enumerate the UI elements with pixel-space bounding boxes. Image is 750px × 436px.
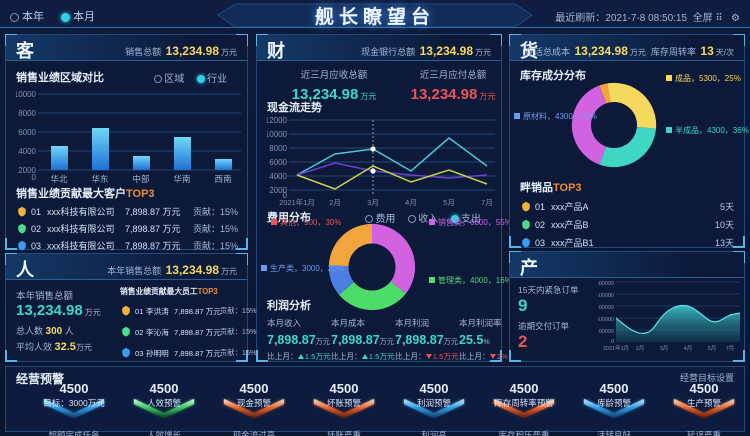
svg-text:2021年1月: 2021年1月	[279, 197, 315, 207]
svg-text:4000: 4000	[269, 172, 287, 181]
svg-text:300000: 300000	[598, 317, 614, 323]
svg-text:600000: 600000	[598, 281, 614, 287]
svg-text:6000: 6000	[269, 158, 287, 167]
svg-text:2021年1月: 2021年1月	[603, 344, 629, 352]
svg-text:10000: 10000	[267, 130, 288, 139]
svg-text:8000: 8000	[18, 109, 36, 118]
svg-text:华南: 华南	[173, 174, 190, 184]
svg-text:100000: 100000	[598, 329, 614, 335]
svg-text:4月: 4月	[405, 198, 417, 207]
svg-text:2月: 2月	[636, 345, 645, 352]
svg-text:3月: 3月	[660, 345, 669, 352]
svg-text:5月: 5月	[708, 345, 717, 352]
svg-text:中部: 中部	[132, 174, 150, 184]
svg-text:4月: 4月	[684, 345, 693, 352]
svg-text:3月: 3月	[367, 198, 379, 207]
svg-text:12000: 12000	[267, 116, 288, 125]
svg-text:0: 0	[611, 339, 614, 345]
svg-text:西南: 西南	[214, 174, 231, 184]
svg-text:5月: 5月	[443, 198, 455, 207]
svg-text:6000: 6000	[18, 128, 36, 137]
svg-text:7月: 7月	[481, 198, 493, 207]
svg-text:华东: 华东	[91, 174, 108, 184]
svg-text:华北: 华北	[50, 174, 68, 184]
svg-text:10000: 10000	[16, 90, 37, 99]
svg-text:0: 0	[32, 173, 37, 182]
svg-text:400000: 400000	[598, 305, 614, 311]
svg-text:8000: 8000	[269, 144, 287, 153]
svg-text:4000: 4000	[18, 147, 36, 156]
svg-text:2月: 2月	[329, 198, 341, 207]
svg-text:500000: 500000	[598, 293, 614, 299]
svg-text:7月: 7月	[726, 345, 735, 352]
